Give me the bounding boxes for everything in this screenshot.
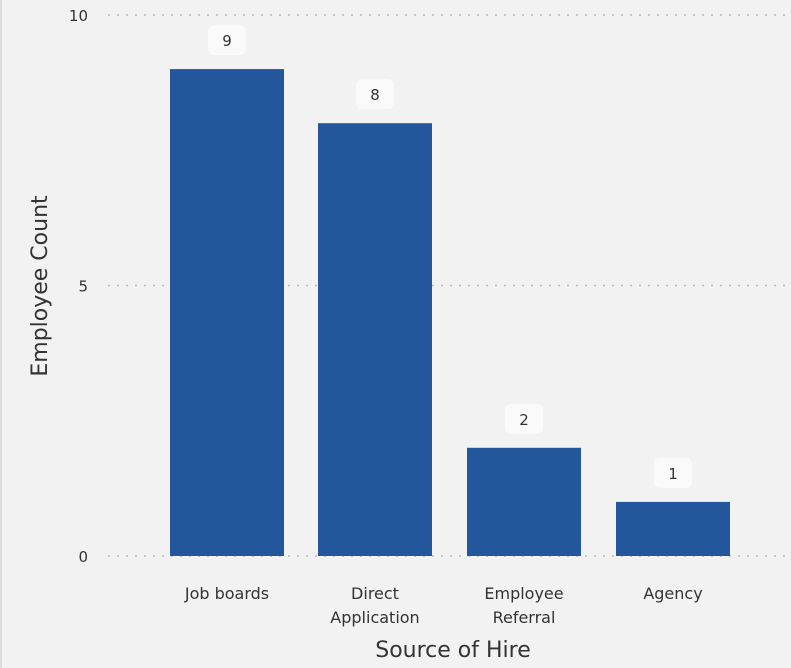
x-tick-label-1: Direct Application bbox=[330, 584, 419, 627]
bar-1[interactable] bbox=[318, 123, 432, 556]
x-axis-title: Source of Hire bbox=[375, 638, 531, 663]
data-label-bg-2 bbox=[505, 403, 543, 434]
data-label-text-2: 2 bbox=[519, 411, 529, 429]
x-tick-label-0: Job boards bbox=[184, 584, 269, 603]
x-tick-label-line: Referral bbox=[493, 608, 556, 627]
y-axis-title: Employee Count bbox=[28, 195, 53, 377]
data-label-text-3: 1 bbox=[668, 465, 678, 483]
bar-3[interactable] bbox=[616, 501, 730, 556]
data-label-1: 8 bbox=[356, 79, 394, 110]
x-tick-label-3: Agency bbox=[643, 584, 702, 603]
y-tick-label-5: 5 bbox=[78, 278, 88, 296]
data-label-0: 9 bbox=[208, 25, 246, 56]
bar-2[interactable] bbox=[467, 447, 581, 556]
x-tick-label-line: Application bbox=[330, 608, 419, 627]
x-tick-label-2: Employee Referral bbox=[484, 584, 563, 627]
bar-0[interactable] bbox=[170, 69, 284, 556]
x-tick-label-line: Direct bbox=[351, 584, 399, 603]
data-label-text-1: 8 bbox=[370, 86, 380, 104]
x-tick-label-line: Employee bbox=[484, 584, 563, 603]
x-tick-label-line: Job boards bbox=[184, 584, 269, 603]
data-label-bg-3 bbox=[654, 457, 692, 488]
y-tick-label-10: 10 bbox=[69, 7, 88, 25]
y-tick-label-0: 0 bbox=[78, 548, 88, 566]
data-label-bg-0 bbox=[208, 25, 246, 56]
x-tick-label-line: Agency bbox=[643, 584, 702, 603]
data-label-text-0: 9 bbox=[222, 32, 232, 50]
data-label-3: 1 bbox=[654, 457, 692, 488]
data-label-2: 2 bbox=[505, 403, 543, 434]
panel-left-border bbox=[0, 0, 2, 668]
data-label-bg-1 bbox=[356, 79, 394, 110]
